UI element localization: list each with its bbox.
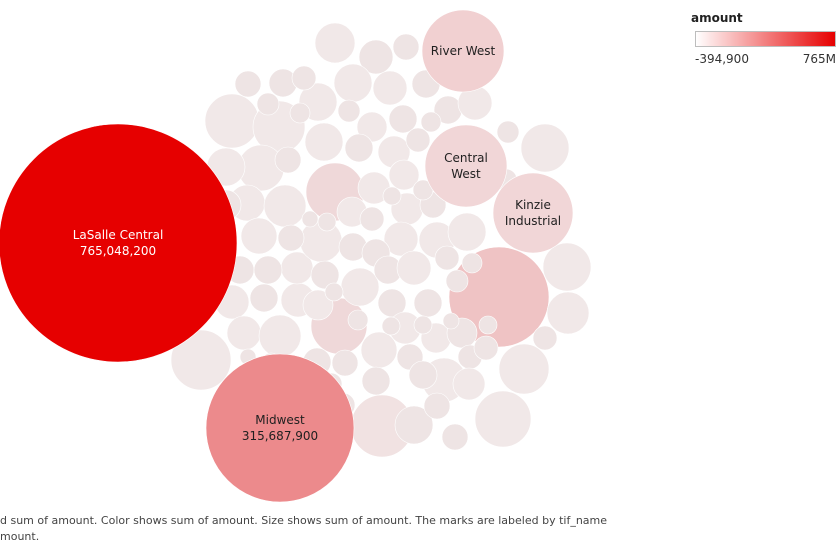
bubble-mark-38[interactable]: [263, 184, 307, 228]
bubble-mark-24[interactable]: [372, 70, 408, 106]
bubble-mark-80[interactable]: [423, 392, 451, 420]
legend-max-label: 765M: [802, 52, 836, 66]
bubble-mark-19[interactable]: [333, 63, 373, 103]
bubble-mark-106[interactable]: [478, 315, 498, 335]
bubble-mark-23[interactable]: [291, 65, 317, 91]
bubble-mark-65[interactable]: [396, 250, 432, 286]
bubble-mark-66[interactable]: [310, 260, 340, 290]
bubble-mark-39[interactable]: [240, 217, 278, 255]
bubble-mark-33[interactable]: [405, 127, 431, 153]
bubble-label-lasalle-central-1: LaSalle Central: [73, 228, 164, 242]
caption-line-1: d sum of amount. Color shows sum of amou…: [0, 514, 608, 527]
bubble-mark-101[interactable]: [324, 282, 344, 302]
bubble-mark-103[interactable]: [381, 316, 401, 336]
bubble-mark-12[interactable]: [498, 343, 550, 395]
bubble-layer: [0, 9, 592, 503]
bubble-mark-47[interactable]: [249, 283, 279, 313]
bubble-mark-51[interactable]: [277, 224, 305, 252]
bubble-mark-36[interactable]: [274, 146, 302, 174]
bubble-mark-95[interactable]: [420, 111, 442, 133]
bubble-mark-15[interactable]: [394, 405, 434, 445]
bubble-mark-84[interactable]: [441, 423, 469, 451]
caption-line-2: mount.: [0, 530, 40, 543]
bubble-mark-102[interactable]: [347, 309, 369, 331]
bubble-label-lasalle-central-2: 765,048,200: [80, 244, 156, 258]
bubble-mark-22[interactable]: [234, 70, 262, 98]
bubble-mark-81[interactable]: [452, 367, 486, 401]
bubble-river-west[interactable]: [421, 9, 505, 93]
bubble-mark-30[interactable]: [304, 122, 344, 162]
bubble-mark-16[interactable]: [314, 22, 356, 64]
bubble-mark-86[interactable]: [434, 245, 460, 271]
bubble-mark-9[interactable]: [520, 123, 570, 173]
bubble-mark-104[interactable]: [413, 315, 433, 335]
bubble-mark-49[interactable]: [253, 255, 283, 285]
bubble-label-kinzie-industrial-2: Industrial: [505, 214, 561, 228]
bubble-mark-76[interactable]: [361, 366, 391, 396]
bubble-label-kinzie-industrial-1: Kinzie: [515, 198, 551, 212]
color-legend-gradient: [695, 31, 836, 47]
bubble-mark-85[interactable]: [445, 269, 469, 293]
bubble-label-midwest-2: 315,687,900: [242, 429, 318, 443]
legend-min-label: -394,900: [695, 52, 749, 66]
bubble-mark-105[interactable]: [442, 312, 460, 330]
bubble-mark-70[interactable]: [413, 288, 443, 318]
bubble-mark-17[interactable]: [358, 39, 394, 75]
bubble-mark-5[interactable]: [170, 329, 232, 391]
bubble-mark-11[interactable]: [546, 291, 590, 335]
bubble-mark-44[interactable]: [226, 315, 262, 351]
bubble-mark-31[interactable]: [344, 133, 374, 163]
bubble-mark-100[interactable]: [301, 210, 319, 228]
bubble-label-river-west-1: River West: [431, 44, 496, 58]
bubble-mark-87[interactable]: [461, 252, 483, 274]
bubble-mark-91[interactable]: [337, 99, 361, 123]
bubble-mark-83[interactable]: [532, 325, 558, 351]
bubble-mark-92[interactable]: [289, 102, 311, 124]
bubble-mark-99[interactable]: [317, 212, 337, 232]
bubble-mark-82[interactable]: [473, 335, 499, 361]
bubble-mark-79[interactable]: [408, 360, 438, 390]
bubble-label-central-west-2: West: [451, 167, 481, 181]
bubble-mark-6[interactable]: [204, 93, 260, 149]
bubble-mark-93[interactable]: [256, 92, 280, 116]
bubble-mark-18[interactable]: [392, 33, 420, 61]
bubble-central-west[interactable]: [424, 124, 508, 208]
legend-title: amount: [691, 11, 743, 25]
bubble-mark-29[interactable]: [356, 111, 388, 143]
bubble-mark-10[interactable]: [542, 242, 592, 292]
bubble-mark-45[interactable]: [258, 314, 302, 358]
bubble-mark-67[interactable]: [302, 289, 334, 321]
bubble-mark-13[interactable]: [474, 390, 532, 448]
bubble-mark-56[interactable]: [388, 159, 420, 191]
bubble-mark-61[interactable]: [383, 221, 419, 257]
bubble-mark-63[interactable]: [340, 267, 380, 307]
bubble-mark-98[interactable]: [382, 186, 402, 206]
bubble-label-central-west-1: Central: [444, 151, 488, 165]
chart-caption: d sum of amount. Color shows sum of amou…: [0, 513, 837, 545]
bubble-lasalle-central[interactable]: [0, 123, 238, 363]
bubble-kinzie-industrial[interactable]: [492, 172, 574, 254]
bubble-mark-28[interactable]: [388, 104, 418, 134]
bubble-mark-60[interactable]: [447, 212, 487, 252]
bubble-mark-34[interactable]: [496, 120, 520, 144]
bubble-mark-74[interactable]: [360, 331, 398, 369]
bubble-mark-55[interactable]: [359, 206, 385, 232]
bubble-label-layer: LaSalle Central 765,048,200 Midwest 315,687…: [73, 44, 561, 443]
bubble-label-midwest-1: Midwest: [255, 413, 305, 427]
bubble-mark-77[interactable]: [331, 349, 359, 377]
bubble-midwest[interactable]: [205, 353, 355, 503]
